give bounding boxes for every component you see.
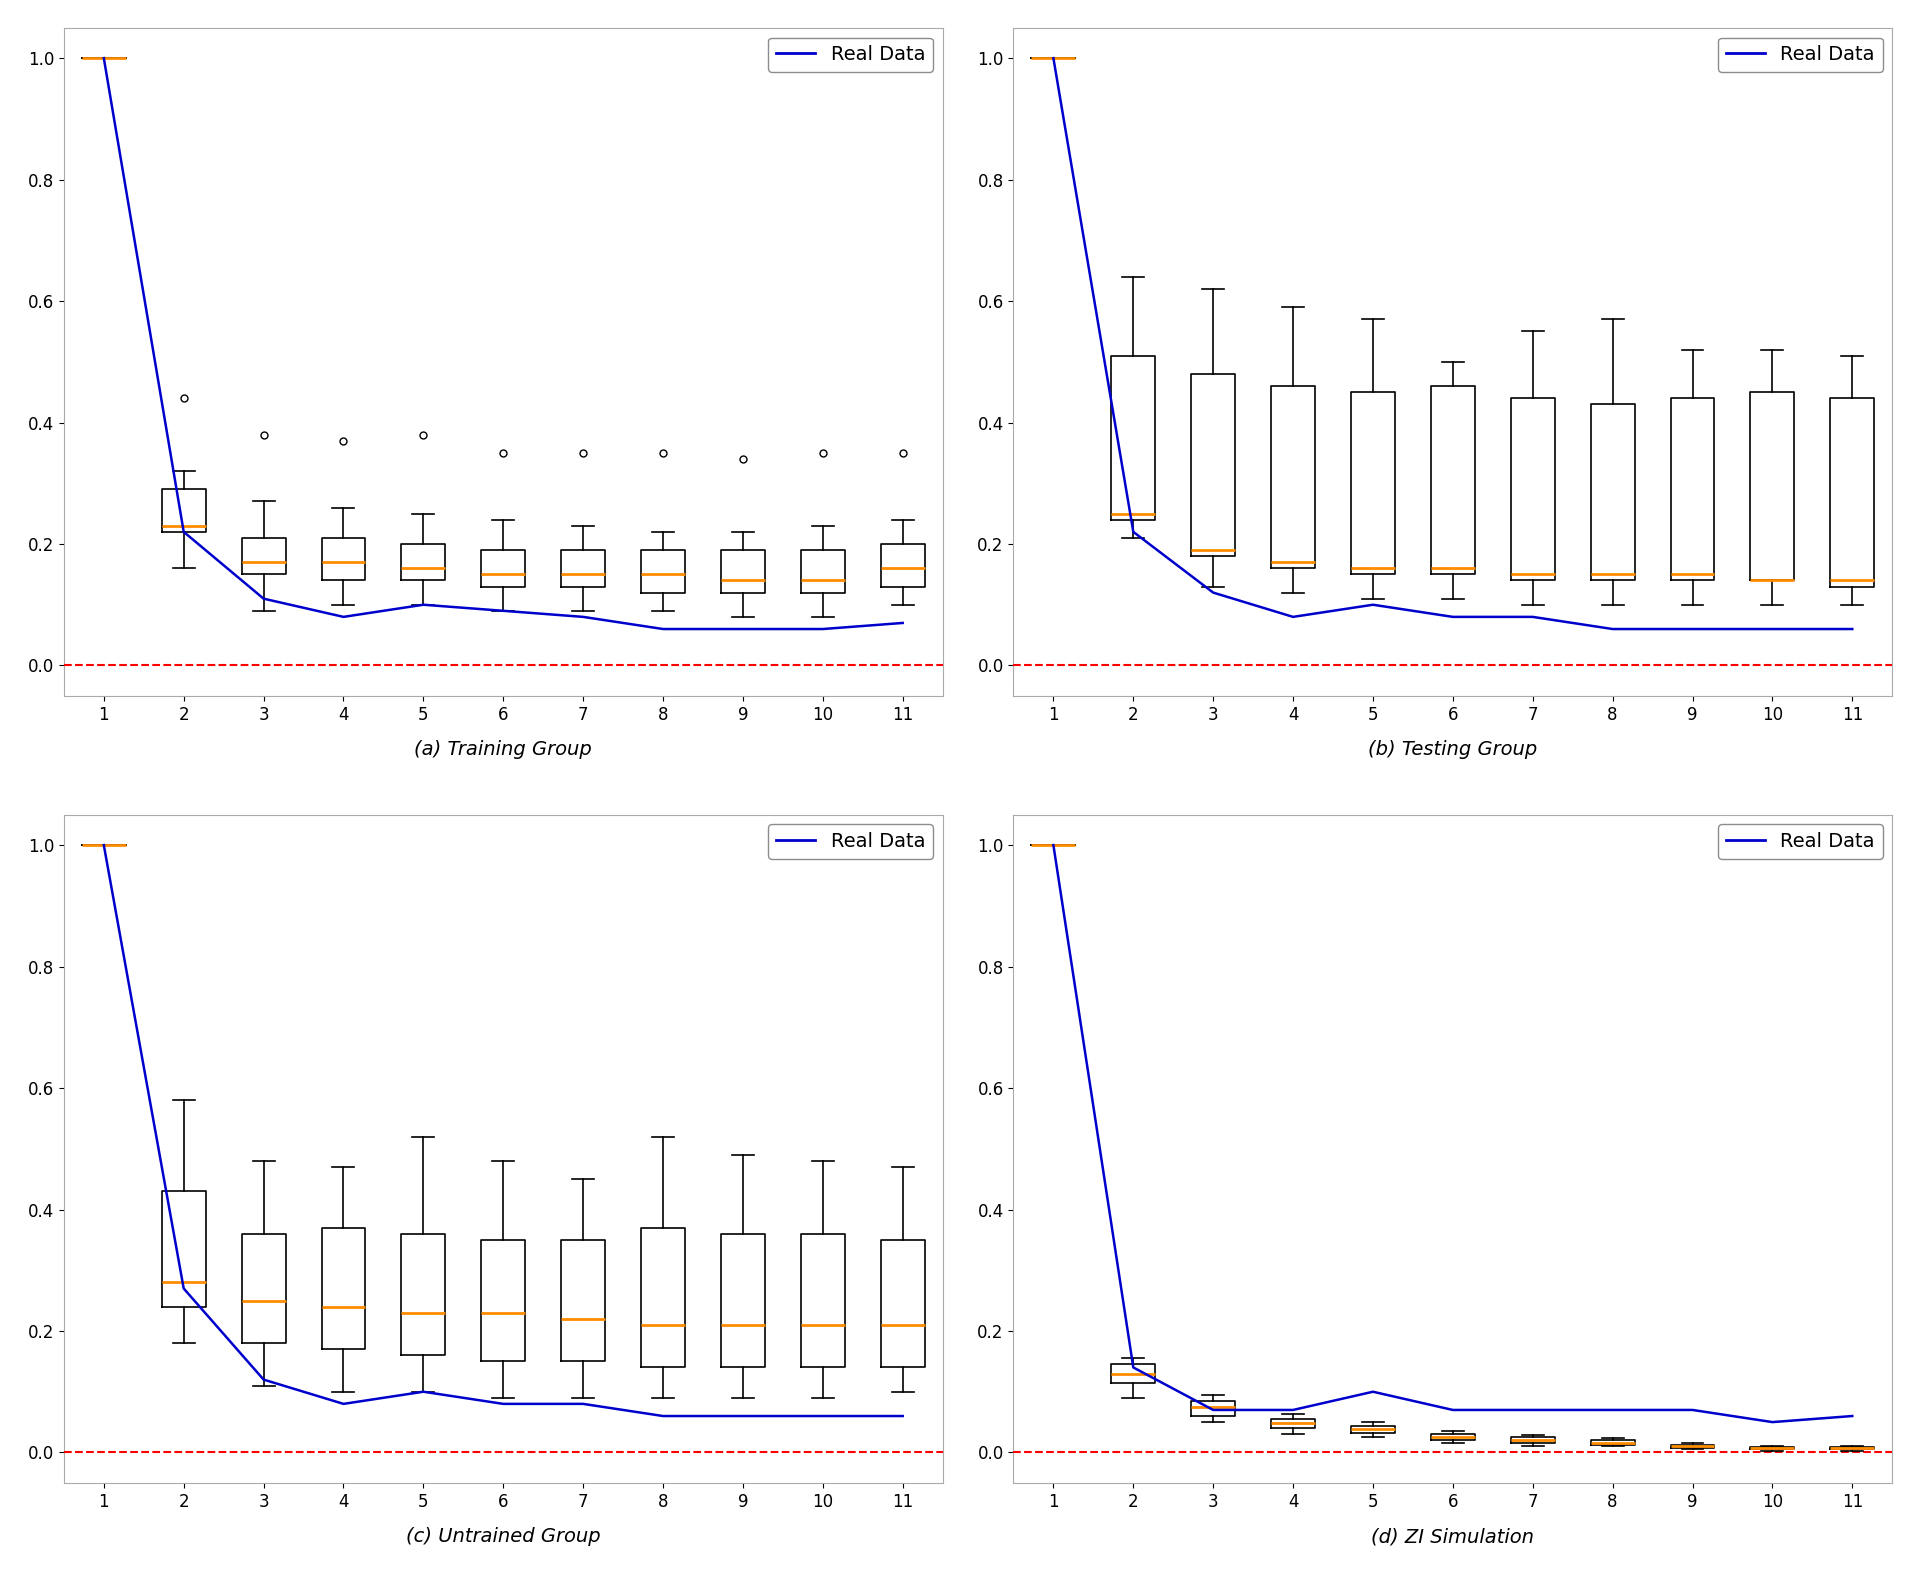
Line: Real Data: Real Data [1054, 58, 1853, 630]
Real Data [1202, 1401, 1225, 1420]
Real Data [732, 620, 755, 639]
Real Data [1521, 1401, 1544, 1420]
Real Data [1043, 836, 1066, 855]
Real Data [413, 1382, 436, 1401]
Real Data [1121, 523, 1144, 541]
Real Data [1281, 608, 1304, 626]
Real Data [812, 620, 835, 639]
Real Data [1601, 620, 1624, 639]
Real Data [1442, 1401, 1465, 1420]
Real Data [1281, 1401, 1304, 1420]
Real Data [1841, 620, 1864, 639]
Line: Real Data: Real Data [1054, 845, 1853, 1421]
Real Data [732, 1407, 755, 1426]
X-axis label: (d) ZI Simulation: (d) ZI Simulation [1371, 1527, 1534, 1546]
Legend: Real Data: Real Data [1718, 825, 1882, 859]
Real Data [1601, 1401, 1624, 1420]
Real Data [1761, 1412, 1784, 1431]
Real Data [1761, 620, 1784, 639]
Real Data [572, 1395, 595, 1413]
Real Data [92, 49, 115, 68]
Real Data [1361, 595, 1384, 614]
Real Data [1841, 1407, 1864, 1426]
Real Data [1682, 620, 1705, 639]
Real Data [173, 523, 196, 541]
Line: Real Data: Real Data [104, 58, 902, 630]
Real Data [173, 1280, 196, 1299]
Real Data [332, 608, 355, 626]
Real Data [1361, 1382, 1384, 1401]
Real Data [1442, 608, 1465, 626]
Real Data [572, 608, 595, 626]
Real Data [1682, 1401, 1705, 1420]
Real Data [651, 620, 674, 639]
Real Data [812, 1407, 835, 1426]
Real Data [332, 1395, 355, 1413]
Real Data [1121, 1358, 1144, 1377]
Real Data [651, 1407, 674, 1426]
Real Data [1202, 582, 1225, 601]
X-axis label: (b) Testing Group: (b) Testing Group [1369, 740, 1538, 759]
Real Data [492, 1395, 515, 1413]
Legend: Real Data: Real Data [1718, 38, 1882, 72]
Real Data [1043, 49, 1066, 68]
Legend: Real Data: Real Data [768, 38, 933, 72]
X-axis label: (a) Training Group: (a) Training Group [415, 740, 591, 759]
Line: Real Data: Real Data [104, 845, 902, 1417]
Real Data [891, 614, 914, 633]
Legend: Real Data: Real Data [768, 825, 933, 859]
Real Data [252, 589, 275, 608]
Real Data [252, 1369, 275, 1388]
X-axis label: (c) Untrained Group: (c) Untrained Group [405, 1527, 601, 1546]
Real Data [413, 595, 436, 614]
Real Data [1521, 608, 1544, 626]
Real Data [492, 601, 515, 620]
Real Data [891, 1407, 914, 1426]
Real Data [92, 836, 115, 855]
